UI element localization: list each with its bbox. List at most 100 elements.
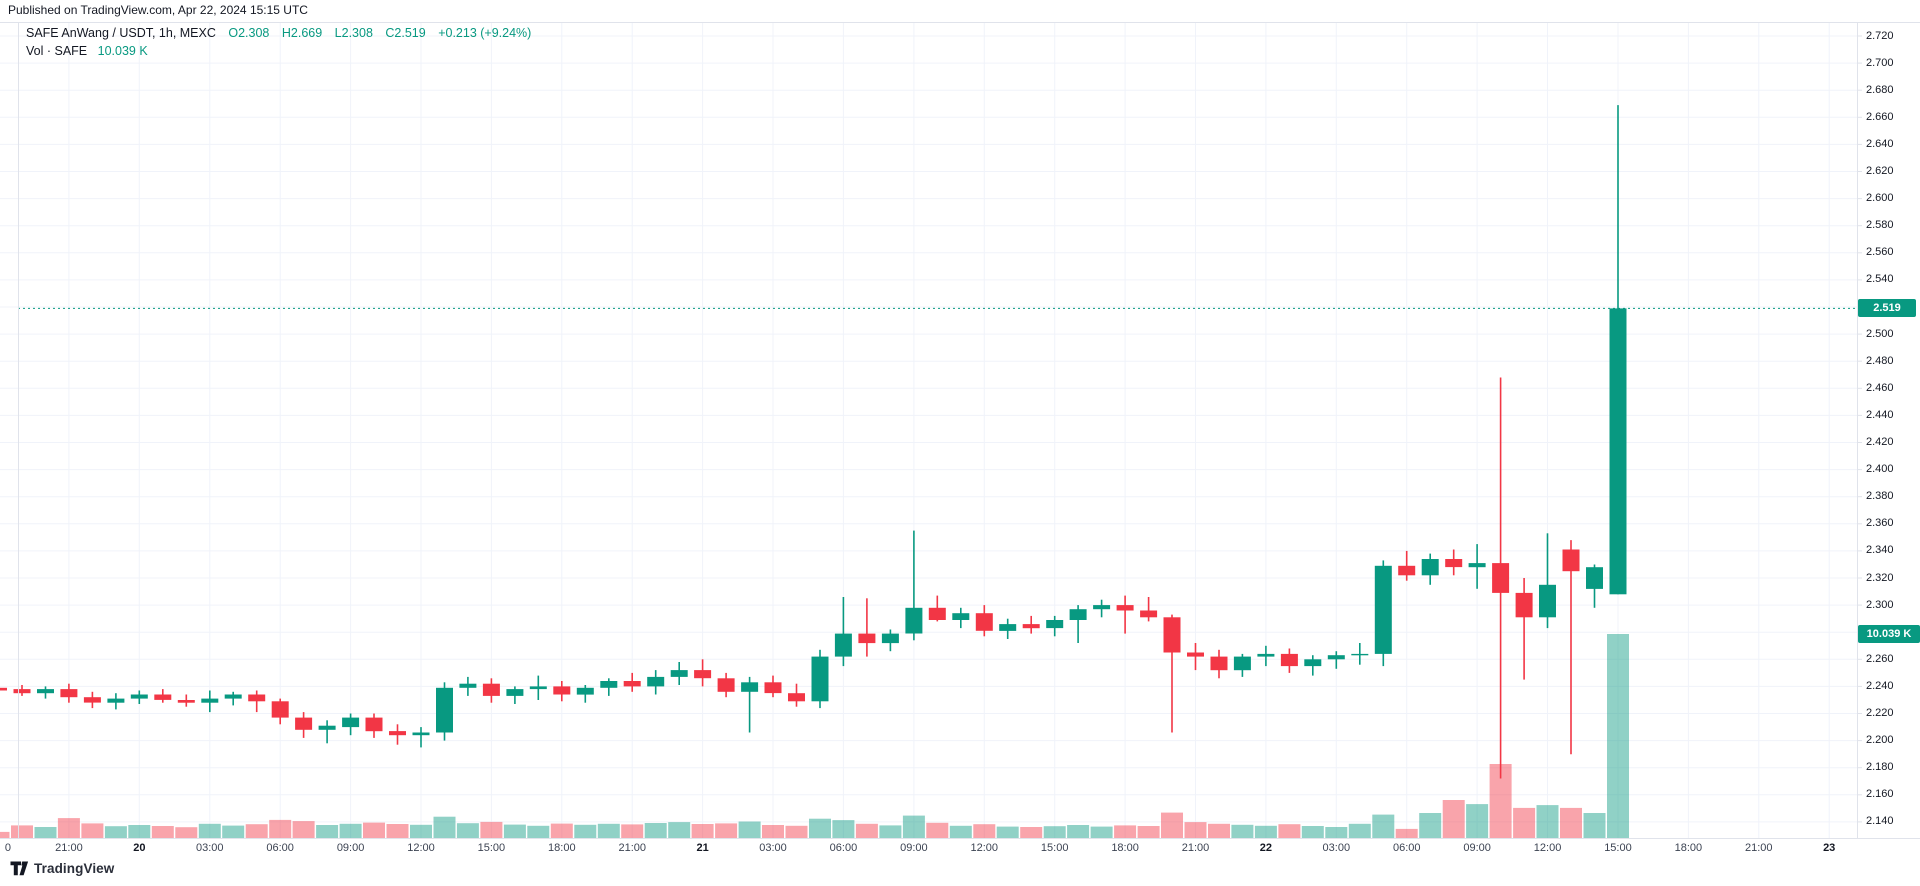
tradingview-logo[interactable]: TradingView	[10, 861, 114, 876]
candle-body	[1233, 656, 1251, 671]
price-axis-label: 2.220	[1866, 707, 1894, 719]
price-axis-label: 2.320	[1866, 571, 1894, 584]
volume-bar	[1348, 823, 1371, 838]
volume-bar	[902, 815, 925, 838]
time-axis-label: 12:00	[970, 842, 999, 854]
volume-bar	[433, 816, 456, 838]
candle-body	[1327, 655, 1345, 660]
time-axis-label: 21:00	[1745, 842, 1773, 854]
volume-bar	[1114, 825, 1137, 838]
volume-bar	[34, 827, 57, 838]
price-axis-label: 2.600	[1866, 192, 1894, 205]
volume-bar	[1043, 826, 1066, 838]
candle-body	[1492, 563, 1510, 593]
last-price-badge: 2.519	[1858, 299, 1916, 317]
candle-body	[295, 717, 313, 730]
candle-body	[881, 633, 899, 644]
candle-body	[647, 676, 665, 687]
price-axis-label: 2.660	[1866, 110, 1894, 123]
volume-bar	[1254, 825, 1277, 838]
frame-bottom-axis	[0, 838, 1920, 839]
price-axis-label: 2.360	[1866, 517, 1894, 530]
volume-bar	[949, 825, 972, 838]
volume-bar	[644, 823, 667, 838]
volume-bar	[832, 820, 855, 838]
time-axis-label: 21:00	[55, 842, 83, 854]
candle-body	[623, 681, 641, 687]
candle-body	[13, 689, 31, 694]
price-axis-label: 2.200	[1866, 734, 1894, 747]
price-axis-label: 2.180	[1866, 761, 1894, 774]
volume-bar	[245, 824, 268, 838]
time-axis-label: 18:00	[1674, 842, 1703, 854]
price-axis-label: 2.440	[1866, 408, 1894, 421]
volume-bar	[11, 825, 33, 838]
candle-body	[1539, 584, 1556, 618]
candle-body	[177, 700, 195, 703]
price-axis-label: 2.400	[1866, 463, 1894, 476]
high-value: H2.669	[281, 26, 323, 40]
volume-bar	[0, 831, 10, 838]
candle-body	[529, 686, 547, 690]
candle-body	[788, 693, 805, 702]
volume-label: Vol · SAFE	[26, 44, 88, 58]
volume-bar	[1184, 822, 1207, 838]
price-axis-label: 2.460	[1866, 381, 1894, 394]
candle-body	[670, 670, 688, 677]
time-axis-label: 06:00	[1392, 842, 1421, 854]
price-axis-label: 2.500	[1866, 327, 1894, 340]
published-bar: Published on TradingView.com, Apr 22, 20…	[8, 3, 308, 17]
price-axis-label: 2.380	[1866, 490, 1894, 503]
candle-body	[1562, 549, 1580, 572]
time-axis-label: 09:00	[900, 842, 928, 854]
time-axis-label: 21:00	[618, 842, 646, 854]
price-axis-label: 2.540	[1866, 273, 1894, 286]
candle-body	[60, 689, 78, 698]
candle-body	[1210, 656, 1228, 671]
volume-bar	[926, 822, 949, 838]
volume-bar	[527, 825, 550, 838]
candle-body	[1609, 308, 1627, 595]
volume-bar	[1513, 807, 1536, 838]
volume-bar	[1395, 828, 1418, 838]
price-axis-label: 2.700	[1866, 56, 1894, 69]
price-axis-label: 2.620	[1866, 165, 1894, 177]
volume-bar	[715, 823, 738, 838]
volume-bar	[456, 823, 479, 838]
volume-bar	[386, 824, 409, 838]
candle-body	[107, 698, 125, 703]
time-axis-day-label: 21	[696, 842, 709, 854]
time-axis-label: 09:00	[336, 842, 365, 854]
candle-body	[1022, 624, 1040, 629]
candle-body	[834, 633, 852, 657]
candle-body	[248, 694, 266, 702]
candle-body	[1140, 610, 1158, 618]
volume-bar	[1137, 826, 1160, 838]
candle-body	[1445, 559, 1463, 568]
price-axis-label: 2.420	[1866, 436, 1894, 448]
volume-bar	[57, 818, 80, 838]
time-axis-label: 03:00	[195, 842, 224, 854]
candle-body	[224, 694, 242, 699]
time-axis-label: 03:00	[759, 842, 787, 854]
volume-bar	[1231, 824, 1254, 838]
time-axis-label: 06:00	[266, 842, 294, 854]
price-axis-label: 2.160	[1866, 788, 1894, 801]
price-axis-label: 2.480	[1866, 354, 1894, 367]
candle-body	[130, 694, 148, 699]
volume-bar	[996, 826, 1019, 838]
close-value: C2.519	[385, 26, 426, 40]
time-axis-label: 12:00	[407, 842, 435, 854]
time-axis-label: 15:00	[1040, 842, 1069, 854]
time-axis-label: 09:00	[1463, 842, 1491, 854]
volume-bar	[104, 826, 127, 838]
volume-bar	[597, 823, 620, 838]
volume-bar	[1583, 813, 1606, 838]
candle-body	[83, 697, 101, 703]
candle-body	[1351, 653, 1369, 656]
volume-value: 10.039 K	[97, 44, 148, 58]
volume-bar	[1301, 826, 1324, 838]
candle-body	[600, 681, 618, 688]
volume-bar	[621, 824, 644, 838]
open-value: O2.308	[228, 26, 270, 40]
